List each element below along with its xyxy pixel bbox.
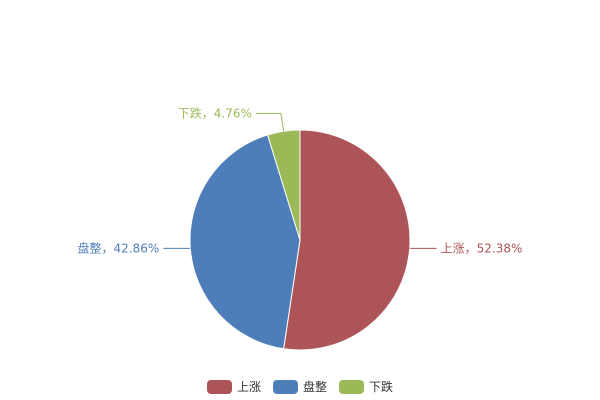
slice-label-1: 盘整，42.86% xyxy=(78,240,160,255)
label-line-2 xyxy=(255,112,285,132)
legend-label-down: 下跌 xyxy=(369,380,394,394)
legend-item-flat[interactable]: 盘整 xyxy=(272,378,327,395)
pie-slice-0[interactable] xyxy=(283,129,411,351)
legend-label-up: 上涨 xyxy=(236,380,261,394)
legend-item-down[interactable]: 下跌 xyxy=(339,378,393,395)
legend-swatch-down xyxy=(339,379,364,394)
legend-item-up[interactable]: 上涨 xyxy=(206,378,261,395)
legend-swatch-up xyxy=(206,379,232,394)
legend-label-flat: 盘整 xyxy=(302,380,327,394)
pie-slice-1[interactable] xyxy=(189,134,301,350)
slice-label-2: 下跌，4.76% xyxy=(178,105,252,120)
slice-label-0: 上涨，52.38% xyxy=(441,240,523,255)
legend-swatch-flat xyxy=(272,379,298,394)
pie-slice-2[interactable] xyxy=(266,129,301,241)
legend: 上涨 盘整 下跌 xyxy=(0,378,600,395)
